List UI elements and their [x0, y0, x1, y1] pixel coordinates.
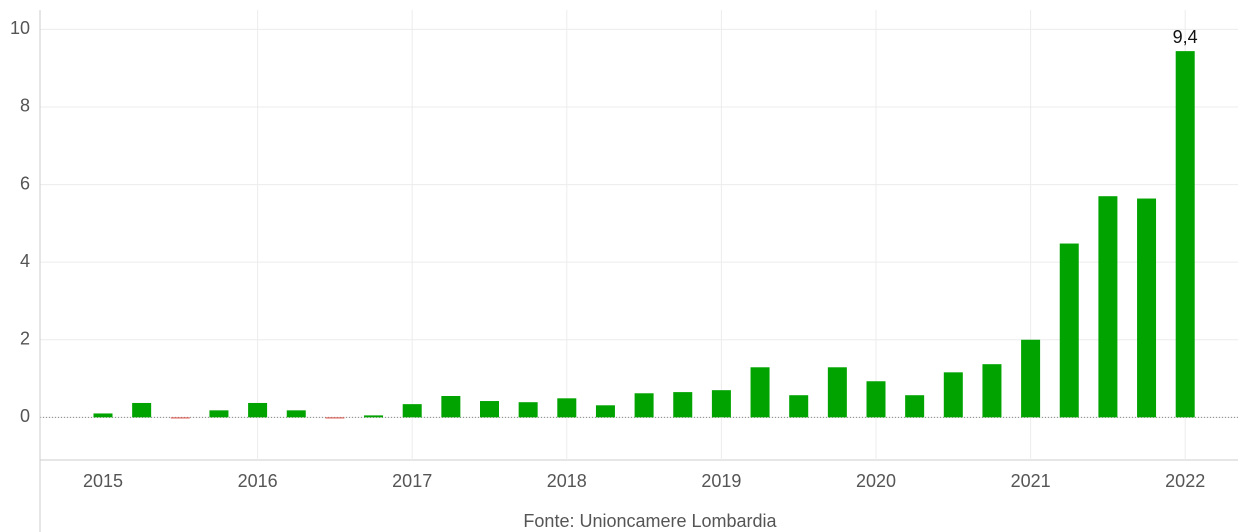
x-tick-label: 2017 — [392, 471, 432, 491]
x-tick-label: 2021 — [1011, 471, 1051, 491]
y-tick-label: 4 — [20, 251, 30, 271]
bar — [480, 401, 499, 418]
bar — [827, 367, 847, 418]
bar — [750, 367, 770, 418]
bar — [286, 410, 306, 418]
bar — [943, 372, 963, 418]
bar — [982, 364, 1002, 418]
bar — [132, 402, 152, 418]
bar — [634, 393, 654, 418]
x-tick-label: 2019 — [701, 471, 741, 491]
bar — [1098, 196, 1118, 418]
source: Fonte: Unioncamere Lombardia — [523, 511, 777, 531]
bar — [1175, 51, 1195, 418]
y-tick-label: 10 — [10, 18, 30, 38]
bar — [557, 398, 577, 418]
y-tick-label: 6 — [20, 173, 30, 193]
x-tick-label: 2018 — [547, 471, 587, 491]
x-tick-label: 2020 — [856, 471, 896, 491]
bar — [441, 395, 461, 418]
bar — [789, 395, 809, 418]
bar — [402, 404, 422, 418]
bar — [1137, 198, 1157, 418]
bar — [711, 390, 731, 418]
y-tick-label: 8 — [20, 96, 30, 116]
bar — [673, 392, 693, 418]
bar — [518, 402, 538, 418]
bar — [93, 413, 113, 418]
bar — [248, 402, 268, 418]
bar — [325, 417, 345, 419]
bar — [364, 415, 384, 418]
bar — [170, 417, 190, 419]
y-tick-label: 0 — [20, 406, 30, 426]
x-tick-label: 2016 — [238, 471, 278, 491]
bar — [209, 410, 229, 418]
bar — [905, 395, 925, 418]
data-label: 9,4 — [1173, 27, 1198, 47]
bar — [1059, 243, 1079, 418]
bar — [866, 381, 886, 418]
x-tick-label: 2022 — [1165, 471, 1205, 491]
y-tick-label: 2 — [20, 328, 30, 348]
bar — [595, 405, 615, 418]
x-tick-label: 2015 — [83, 471, 123, 491]
bar — [1021, 339, 1041, 418]
